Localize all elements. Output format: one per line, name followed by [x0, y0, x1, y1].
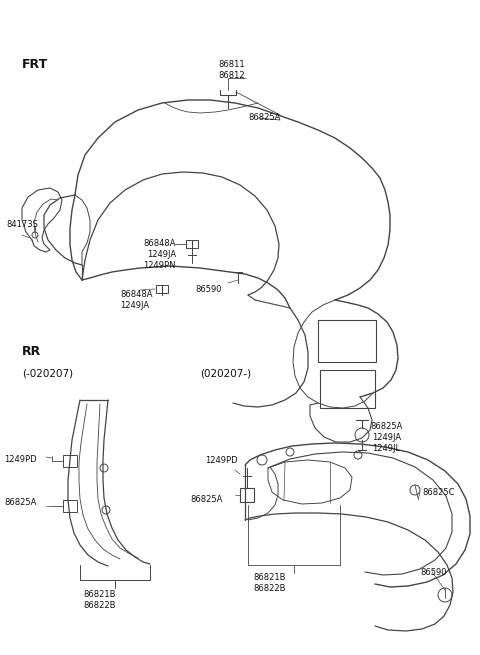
- Circle shape: [102, 506, 110, 514]
- Text: 86822B: 86822B: [254, 584, 286, 593]
- Text: 1249JA: 1249JA: [372, 433, 401, 442]
- Text: 1249JA: 1249JA: [120, 301, 149, 310]
- Text: 86821B: 86821B: [84, 590, 116, 599]
- Text: 86811: 86811: [219, 60, 245, 69]
- Text: 86825A: 86825A: [4, 498, 36, 507]
- Text: FRT: FRT: [22, 58, 48, 71]
- Text: 1249PD: 1249PD: [205, 456, 238, 465]
- Text: 86848A: 86848A: [144, 239, 176, 248]
- Text: 86812: 86812: [219, 71, 245, 80]
- Text: 84173S: 84173S: [6, 220, 38, 229]
- Text: 86822B: 86822B: [84, 601, 116, 610]
- Bar: [63, 455, 77, 467]
- Circle shape: [257, 455, 267, 465]
- Circle shape: [355, 428, 369, 442]
- Bar: [186, 240, 198, 248]
- Bar: [156, 285, 168, 293]
- Circle shape: [438, 588, 452, 602]
- Text: 1249PD: 1249PD: [4, 455, 36, 464]
- Text: 1249JA: 1249JA: [147, 250, 176, 259]
- Text: 86825A: 86825A: [370, 422, 402, 431]
- Text: 86825A: 86825A: [248, 113, 280, 122]
- Bar: [320, 370, 375, 408]
- Text: 86825C: 86825C: [422, 488, 455, 497]
- Bar: [318, 320, 376, 362]
- Text: (-020207): (-020207): [22, 368, 73, 378]
- Circle shape: [354, 451, 362, 459]
- Bar: [63, 500, 77, 512]
- Text: 1249PN: 1249PN: [144, 261, 176, 270]
- Text: 1249JL: 1249JL: [372, 444, 400, 453]
- Text: 86590: 86590: [420, 568, 446, 577]
- Text: 86848A: 86848A: [120, 290, 153, 299]
- Text: RR: RR: [22, 345, 41, 358]
- Text: 86825A: 86825A: [190, 495, 222, 504]
- Bar: [240, 488, 254, 502]
- Circle shape: [32, 232, 38, 238]
- Text: 86821B: 86821B: [254, 573, 286, 582]
- Text: (020207-): (020207-): [200, 368, 251, 378]
- Circle shape: [410, 485, 420, 495]
- Circle shape: [286, 448, 294, 456]
- Circle shape: [100, 464, 108, 472]
- Text: 86590: 86590: [195, 285, 221, 294]
